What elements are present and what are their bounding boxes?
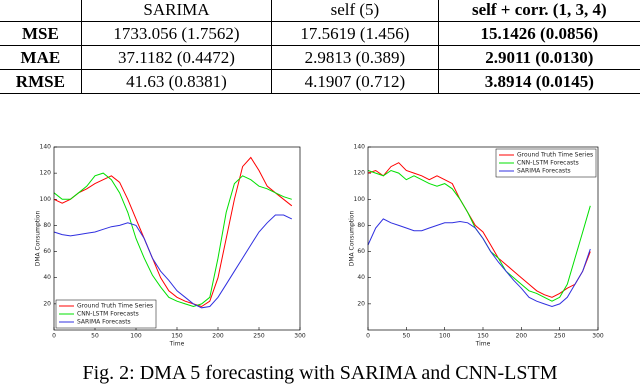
table-cell: RMSE (0, 69, 82, 94)
y-axis-label: DMA Consumption (35, 211, 42, 267)
y-tick-label: 40 (43, 274, 51, 281)
x-tick-label: 50 (403, 333, 411, 340)
x-tick-label: 250 (253, 333, 265, 340)
x-tick-label: 150 (477, 333, 489, 340)
y-tick-label: 140 (354, 144, 366, 151)
x-tick-label: 250 (554, 333, 566, 340)
table-cell: 17.5619 (1.456) (271, 21, 439, 46)
legend-box (55, 299, 157, 329)
y-tick-label: 80 (43, 222, 51, 229)
x-tick-label: 300 (592, 333, 604, 340)
table-row: MSE 1733.056 (1.7562) 17.5619 (1.456) 15.14… (0, 21, 640, 46)
series-line (53, 214, 293, 309)
plot-frame (53, 146, 301, 331)
y-tick-label: 120 (40, 170, 52, 177)
y-tick-label: 60 (43, 248, 51, 255)
y-tick-label: 40 (357, 274, 365, 281)
x-tick-label: 0 (366, 333, 370, 340)
y-tick-label: 100 (40, 196, 52, 203)
y-tick-label: 60 (357, 248, 365, 255)
y-tick-label: 120 (354, 170, 366, 177)
table-cell: 2.9011 (0.0130) (437, 45, 640, 70)
x-tick-label: 150 (171, 333, 183, 340)
header-cell: self (5) (271, 0, 439, 22)
x-tick-label: 200 (516, 333, 528, 340)
series-line (367, 169, 591, 302)
series-line (53, 172, 292, 308)
table-cell: 15.1426 (0.0856) (437, 21, 640, 46)
y-tick-label: 100 (354, 196, 366, 203)
y-axis-label: DMA Consumption (349, 211, 356, 267)
legend-label: Ground Truth Time Series (517, 152, 593, 159)
series-line (367, 162, 591, 298)
legend-label: Ground Truth Time Series (77, 303, 153, 310)
header-cell: SARIMA (80, 0, 273, 22)
legend-label: CNN-LSTM Forecasts (517, 160, 579, 167)
legend-label: CNN-LSTM Forecasts (77, 311, 139, 318)
series-line (53, 156, 293, 308)
plot-frame (367, 146, 599, 331)
series-line (367, 218, 591, 308)
y-tick-label: 20 (357, 300, 365, 307)
results-table: SARIMA self (5) self + corr. (1, 3, 4) M… (0, 0, 640, 94)
y-tick-label: 20 (43, 300, 51, 307)
x-tick-label: 0 (52, 333, 56, 340)
x-tick-label: 300 (294, 333, 306, 340)
x-axis-label: Time (169, 341, 185, 348)
y-tick-label: 140 (40, 144, 52, 151)
legend-label: SARIMA Forecasts (77, 319, 131, 326)
table-row: RMSE 41.63 (0.8381) 4.1907 (0.712) 3.8914 (… (0, 69, 640, 94)
table-cell: 4.1907 (0.712) (271, 69, 439, 94)
legend-label: SARIMA Forecasts (517, 168, 571, 175)
caption: Fig. 2: DMA 5 forecasting with SARIMA an… (82, 362, 558, 384)
y-tick-label: 80 (357, 222, 365, 229)
x-axis-label: Time (475, 341, 491, 348)
x-tick-label: 50 (91, 333, 99, 340)
table-cell: 41.63 (0.8381) (80, 69, 273, 94)
table-cell: 3.8914 (0.0145) (437, 69, 640, 94)
table-cell: MSE (0, 21, 82, 46)
table-cell: 2.9813 (0.389) (271, 45, 439, 70)
x-tick-label: 100 (130, 333, 142, 340)
x-tick-label: 100 (439, 333, 451, 340)
x-tick-label: 200 (212, 333, 224, 340)
